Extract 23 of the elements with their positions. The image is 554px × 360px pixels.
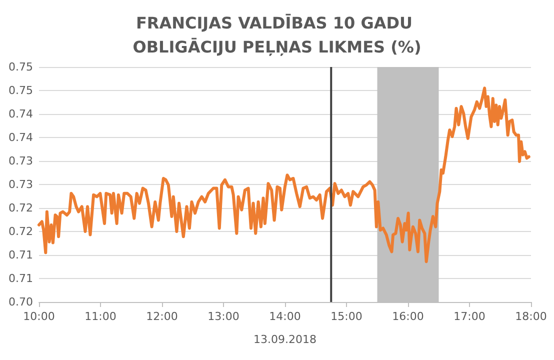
y-tick-label: 0.74 [8, 131, 33, 144]
x-tick-label: 15:00 [330, 310, 362, 323]
line-series [38, 86, 530, 264]
y-tick-label: 0.72 [8, 225, 33, 238]
x-tick-label: 17:00 [454, 310, 486, 323]
y-tick-label: 0.73 [8, 154, 33, 168]
x-tick-label: 16:00 [392, 310, 424, 323]
y-tick-label: 0.71 [8, 272, 33, 285]
x-tick-label: 18:00 [515, 310, 547, 323]
x-axis-title: 13.09.2018 [254, 333, 316, 346]
y-tick-label: 0.73 [8, 178, 33, 191]
y-tick-label: 0.75 [8, 84, 33, 97]
y-tick-label: 0.70 [8, 296, 33, 308]
y-tick-label: 0.72 [8, 202, 33, 214]
x-tick-label: 13:00 [208, 310, 240, 323]
x-tick-label: 11:00 [84, 310, 116, 323]
x-tick-label: 14:00 [269, 310, 301, 323]
y-tick-label: 0.74 [8, 108, 33, 120]
y-tick-label: 0.75 [8, 60, 33, 74]
chart-title: FRANCIJAS VALDĪBAS 10 GADU OBLIGĀCIJU PEĻŅAS LIKMES (%) [132, 14, 422, 56]
x-tick-label: 12:00 [146, 310, 178, 323]
x-tick-label: 10:00 [23, 310, 55, 323]
y-tick-label: 0.71 [8, 248, 33, 262]
